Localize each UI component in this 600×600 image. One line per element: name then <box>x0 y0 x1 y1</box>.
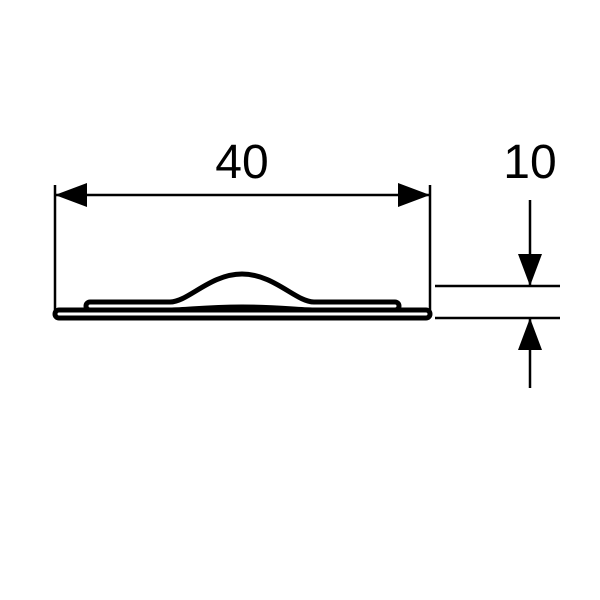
dimensions <box>55 183 560 388</box>
dim-width-label: 40 <box>215 136 268 189</box>
part-profile <box>55 274 430 318</box>
top-clip <box>86 274 399 310</box>
dim-height-label: 10 <box>503 136 556 189</box>
